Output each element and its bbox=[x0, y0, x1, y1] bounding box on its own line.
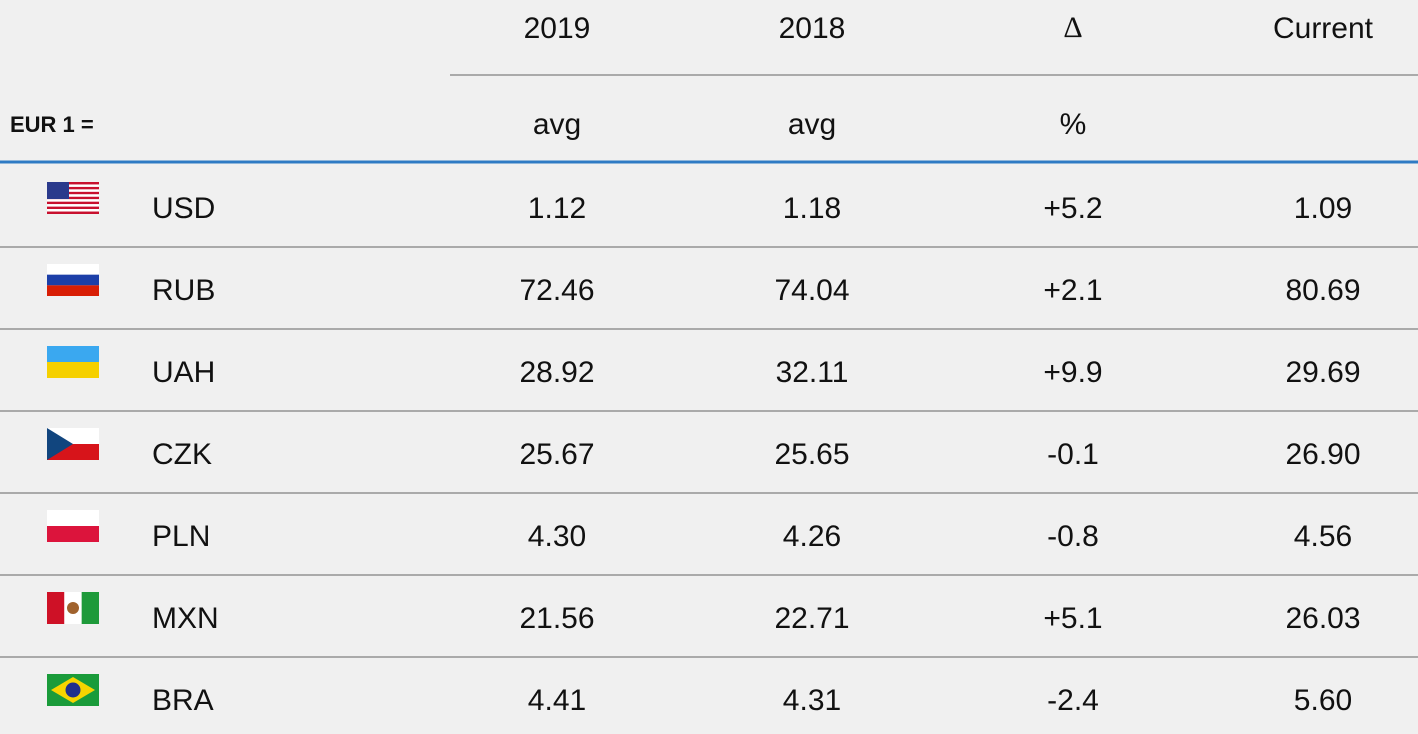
rate-value: +5.1 bbox=[1043, 602, 1102, 635]
rate-value: 1.12 bbox=[528, 192, 586, 225]
rate-value: +9.9 bbox=[1043, 356, 1102, 389]
flag-stripe bbox=[47, 201, 99, 205]
flag-stripe bbox=[47, 264, 99, 275]
rate-value: 25.67 bbox=[519, 438, 594, 471]
rate-value: 4.56 bbox=[1294, 520, 1352, 553]
rate-value: 5.60 bbox=[1294, 684, 1352, 717]
flag-stripe bbox=[47, 209, 99, 212]
flag-stripe bbox=[47, 346, 99, 362]
rate-value: 32.11 bbox=[776, 356, 849, 389]
rate-value: 80.69 bbox=[1285, 274, 1360, 307]
flag bbox=[47, 346, 99, 378]
flag bbox=[47, 592, 99, 624]
rate-value: 4.30 bbox=[528, 520, 586, 553]
column-header: 2018 bbox=[779, 12, 846, 45]
flag-stripe bbox=[47, 184, 99, 187]
rate-value: 25.65 bbox=[774, 438, 849, 471]
flag-stripe bbox=[47, 274, 99, 286]
column-header: Current bbox=[1273, 12, 1374, 45]
rate-value: 26.90 bbox=[1285, 438, 1360, 471]
flag bbox=[47, 674, 99, 706]
rate-value: 28.92 bbox=[519, 356, 594, 389]
currency-code: USD bbox=[152, 192, 215, 225]
rate-value: 29.69 bbox=[1285, 356, 1360, 389]
flag-stripe bbox=[47, 204, 99, 207]
rate-value: 26.03 bbox=[1285, 602, 1360, 635]
column-unit: avg bbox=[788, 108, 836, 141]
flag-stripe bbox=[47, 186, 99, 190]
rate-value: +5.2 bbox=[1043, 192, 1102, 225]
column-header: 2019 bbox=[524, 12, 591, 45]
currency-code: UAH bbox=[152, 356, 215, 389]
flag bbox=[47, 182, 99, 214]
flag-stripe bbox=[47, 189, 99, 192]
rate-value: 22.71 bbox=[774, 602, 849, 635]
flag-stripe bbox=[47, 199, 99, 202]
flag-stripe bbox=[47, 362, 99, 378]
column-unit: avg bbox=[533, 108, 581, 141]
currency-code: CZK bbox=[152, 438, 212, 471]
rate-value: 1.18 bbox=[783, 192, 841, 225]
flag-emblem bbox=[67, 602, 79, 614]
rate-value: 1.09 bbox=[1294, 192, 1352, 225]
flag-stripe bbox=[47, 194, 99, 197]
flag-stripe bbox=[47, 211, 99, 214]
rate-value: 4.41 bbox=[528, 684, 586, 717]
base-label: EUR 1 = bbox=[10, 112, 94, 137]
rate-value: 4.31 bbox=[783, 684, 841, 717]
flag-stripe bbox=[47, 182, 99, 185]
rate-value: 74.04 bbox=[774, 274, 849, 307]
rate-value: -0.1 bbox=[1047, 438, 1099, 471]
flag-canton bbox=[47, 182, 69, 199]
rate-value: 4.26 bbox=[783, 520, 841, 553]
flag-stripe bbox=[47, 526, 99, 542]
flag bbox=[47, 264, 99, 296]
currency-code: PLN bbox=[152, 520, 210, 553]
flag-globe bbox=[65, 682, 81, 698]
rate-value: -0.8 bbox=[1047, 520, 1099, 553]
flag-stripe bbox=[47, 592, 65, 624]
flag-stripe bbox=[47, 510, 99, 526]
flag-stripe bbox=[81, 592, 99, 624]
currency-code: BRA bbox=[152, 684, 214, 717]
flag bbox=[47, 428, 99, 460]
flag-stripe bbox=[47, 196, 99, 200]
column-header: Δ bbox=[1063, 11, 1082, 44]
flag-stripe bbox=[47, 285, 99, 296]
flag-stripe bbox=[47, 191, 99, 195]
flag bbox=[47, 510, 99, 542]
flag-stripe bbox=[47, 206, 99, 210]
rate-value: 72.46 bbox=[519, 274, 594, 307]
column-unit: % bbox=[1060, 108, 1087, 141]
rate-value: -2.4 bbox=[1047, 684, 1099, 717]
rate-value: +2.1 bbox=[1043, 274, 1102, 307]
rate-value: 21.56 bbox=[519, 602, 594, 635]
currency-code: RUB bbox=[152, 274, 215, 307]
currency-code: MXN bbox=[152, 602, 219, 635]
flag-triangle bbox=[47, 428, 73, 460]
